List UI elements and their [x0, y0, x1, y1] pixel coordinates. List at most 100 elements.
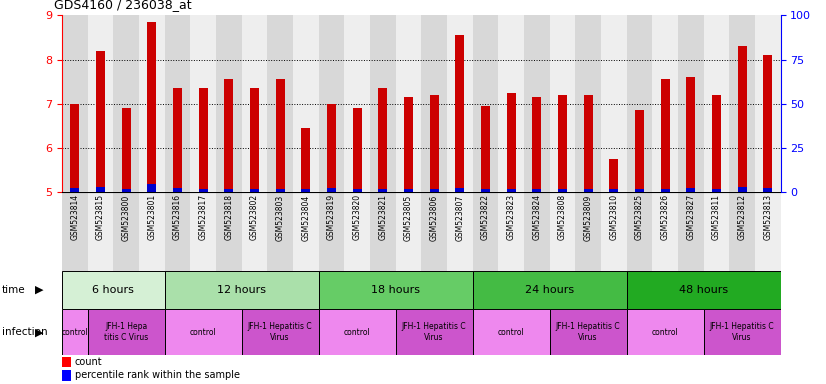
Bar [121, 108, 131, 192]
Bar [729, 192, 755, 271]
Text: GSM523825: GSM523825 [635, 194, 644, 240]
Bar [704, 15, 729, 192]
Bar [601, 192, 627, 271]
Bar [575, 192, 601, 271]
Bar [712, 95, 721, 192]
Bar [627, 192, 653, 271]
Bar [164, 309, 241, 355]
Bar [704, 192, 729, 271]
Bar [481, 106, 490, 192]
Text: ▶: ▶ [35, 327, 43, 337]
Text: GSM523821: GSM523821 [378, 194, 387, 240]
Bar [627, 15, 653, 192]
Bar [319, 309, 396, 355]
Bar [62, 309, 88, 355]
Bar [70, 189, 79, 192]
Text: percentile rank within the sample: percentile rank within the sample [74, 370, 240, 381]
Bar [558, 189, 567, 192]
Bar [173, 189, 182, 192]
Text: JFH-1 Hepatitis C
Virus: JFH-1 Hepatitis C Virus [401, 323, 467, 342]
Text: GSM523807: GSM523807 [455, 194, 464, 241]
Text: GSM523820: GSM523820 [353, 194, 362, 240]
Text: ▶: ▶ [35, 285, 43, 295]
Text: GSM523810: GSM523810 [610, 194, 618, 240]
Bar [404, 97, 413, 192]
Text: 48 hours: 48 hours [679, 285, 729, 295]
Text: GSM523816: GSM523816 [173, 194, 182, 240]
Text: GSM523818: GSM523818 [225, 194, 233, 240]
Bar [678, 192, 704, 271]
Bar [653, 15, 678, 192]
Bar [241, 309, 319, 355]
Text: JFH-1 Hepatitis C
Virus: JFH-1 Hepatitis C Virus [710, 323, 775, 342]
Bar [472, 309, 549, 355]
Bar [524, 15, 549, 192]
Bar [396, 192, 421, 271]
Text: GSM523824: GSM523824 [532, 194, 541, 240]
Bar [472, 15, 498, 192]
Text: 24 hours: 24 hours [525, 285, 574, 295]
Bar [763, 55, 772, 192]
Bar [353, 108, 362, 192]
Text: control: control [61, 328, 88, 337]
Bar [225, 79, 233, 192]
Bar [121, 189, 131, 192]
Bar [301, 189, 311, 192]
Bar [396, 15, 421, 192]
Text: GSM523819: GSM523819 [327, 194, 336, 240]
Bar [96, 187, 105, 192]
Bar [62, 271, 164, 309]
Bar [755, 192, 781, 271]
Bar [704, 309, 781, 355]
Text: GSM523806: GSM523806 [430, 194, 439, 241]
Bar [276, 79, 285, 192]
Bar [686, 188, 695, 192]
Text: time: time [2, 285, 26, 295]
Bar [88, 192, 113, 271]
Bar [396, 309, 472, 355]
Bar [738, 187, 747, 192]
Bar [575, 15, 601, 192]
Bar [344, 192, 370, 271]
Bar [88, 15, 113, 192]
Bar [678, 15, 704, 192]
Bar [472, 271, 627, 309]
Text: JFH-1 Hepatitis C
Virus: JFH-1 Hepatitis C Virus [556, 323, 620, 342]
Bar [447, 15, 472, 192]
Text: GSM523809: GSM523809 [584, 194, 592, 241]
Bar [601, 15, 627, 192]
Text: GDS4160 / 236038_at: GDS4160 / 236038_at [54, 0, 192, 12]
Text: GSM523804: GSM523804 [301, 194, 311, 241]
Text: GSM523815: GSM523815 [96, 194, 105, 240]
Bar [549, 192, 575, 271]
Text: control: control [190, 328, 216, 337]
Bar [763, 188, 772, 192]
Bar [147, 184, 156, 192]
Bar [584, 189, 592, 192]
Bar [524, 192, 549, 271]
Text: GSM523813: GSM523813 [763, 194, 772, 240]
Bar [455, 188, 464, 192]
Bar [164, 192, 190, 271]
Bar [686, 77, 695, 192]
Text: 6 hours: 6 hours [93, 285, 134, 295]
Bar [88, 309, 164, 355]
Bar [216, 192, 241, 271]
Bar [558, 95, 567, 192]
Bar [506, 93, 515, 192]
Bar [729, 15, 755, 192]
Text: GSM523812: GSM523812 [738, 194, 747, 240]
Bar [549, 15, 575, 192]
Bar [62, 15, 88, 192]
Bar [610, 189, 618, 192]
Bar [113, 192, 139, 271]
Bar [370, 192, 396, 271]
Bar [327, 188, 336, 192]
Bar [755, 15, 781, 192]
Bar [319, 271, 472, 309]
Bar [293, 15, 319, 192]
Bar [198, 189, 207, 192]
Bar [96, 51, 105, 192]
Bar [250, 189, 259, 192]
Text: GSM523826: GSM523826 [661, 194, 670, 240]
